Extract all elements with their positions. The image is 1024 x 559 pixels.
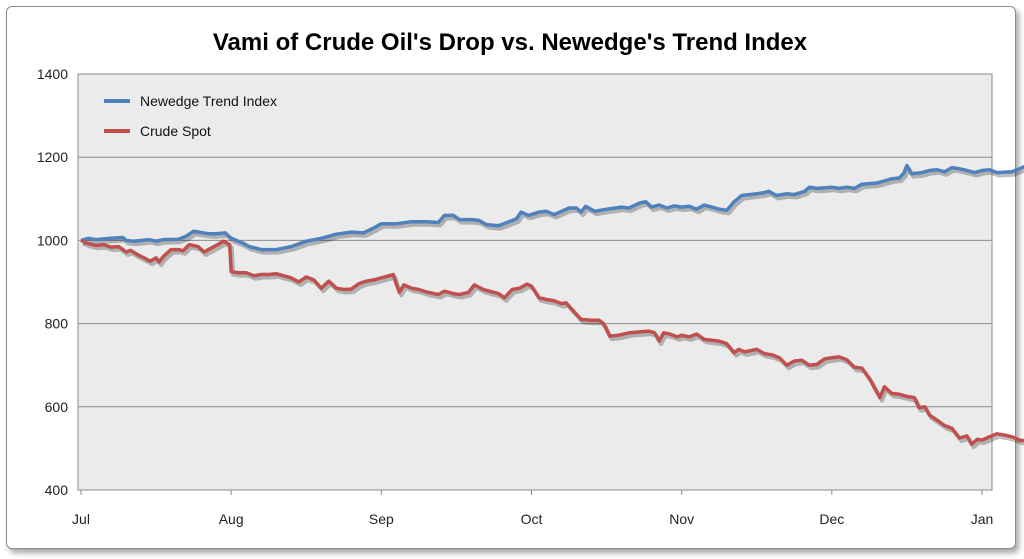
legend-label-newedge: Newedge Trend Index [140, 93, 277, 109]
series-lines [80, 163, 1024, 450]
x-tick-label: Sep [369, 511, 394, 527]
series-line-crude [80, 238, 1024, 446]
y-tick-label: 600 [45, 399, 69, 415]
y-axis: 400 600 800 1000 1200 1400 [37, 66, 68, 498]
gridlines [78, 156, 992, 408]
x-axis: Jul Aug Sep Oct Nov Dec Jan [72, 490, 993, 527]
y-tick-label: 800 [45, 316, 69, 332]
x-tick-label: Oct [521, 511, 543, 527]
x-tick-label: Jul [72, 511, 90, 527]
chart-title: Vami of Crude Oil's Drop vs. Newedge's T… [213, 29, 808, 56]
legend-label-crude: Crude Spot [140, 123, 211, 139]
y-tick-label: 1200 [37, 149, 68, 165]
plot-area [77, 73, 993, 491]
x-tick-label: Jan [971, 511, 994, 527]
x-tick-label: Dec [819, 511, 844, 527]
legend: Newedge Trend Index Crude Spot [104, 93, 277, 139]
y-tick-label: 1000 [37, 232, 68, 248]
x-tick-label: Nov [669, 511, 694, 527]
y-tick-label: 400 [45, 482, 69, 498]
x-tick-label: Aug [219, 511, 244, 527]
y-tick-label: 1400 [37, 66, 68, 82]
series-shadow [82, 166, 1024, 255]
series-line-newedge [80, 163, 1024, 252]
